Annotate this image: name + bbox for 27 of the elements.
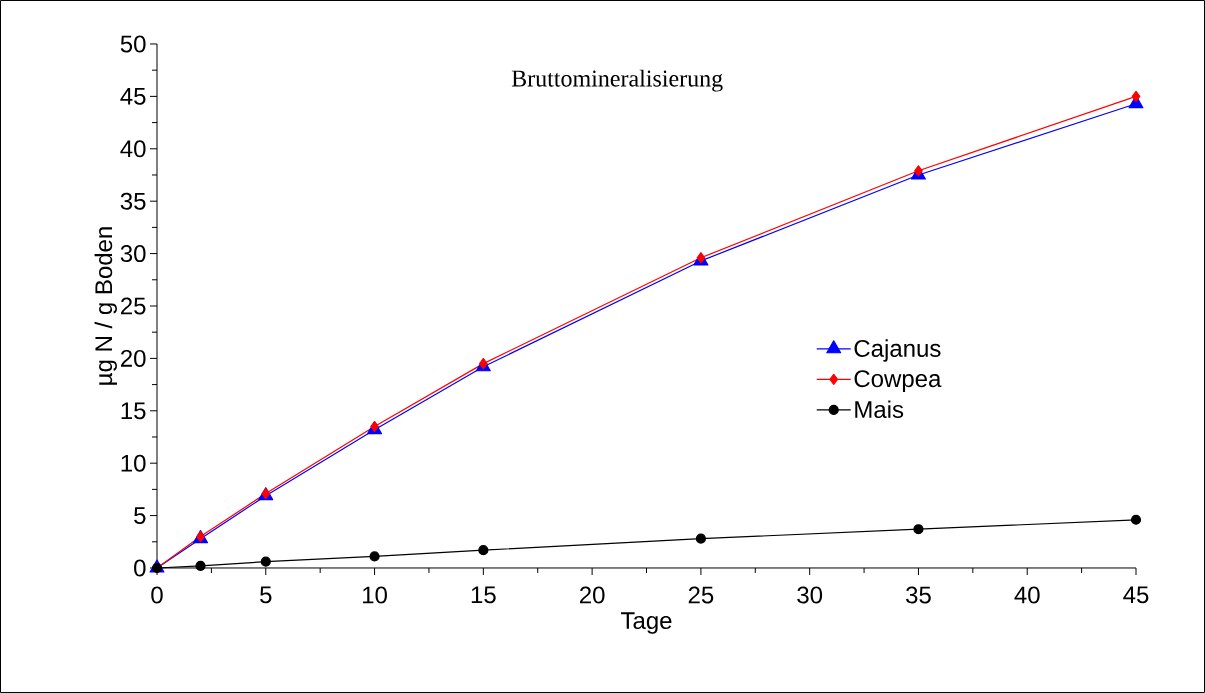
y-tick-label: 20 — [121, 349, 146, 367]
x-tick-label: 5 — [260, 586, 272, 604]
legend-label: Cajanus — [854, 339, 941, 362]
x-tick-label: 40 — [1014, 586, 1040, 604]
x-tick-label: 0 — [151, 586, 163, 604]
text: Bruttomineralisierung — [511, 69, 723, 92]
y-tick-label: 25 — [121, 297, 146, 315]
y-tick-label: 45 — [120, 88, 146, 105]
x-tick-label: 15 — [471, 586, 496, 604]
x-tick-label: 20 — [579, 586, 605, 604]
y-tick-label: 40 — [120, 140, 146, 158]
x-tick-label: 25 — [688, 586, 714, 604]
y-tick-label: 30 — [120, 245, 146, 263]
y-tick-label: 0 — [134, 559, 146, 577]
y-axis-title: µg N / g Boden — [94, 227, 117, 385]
y-tick-label: 15 — [121, 402, 146, 420]
x-tick-label: 45 — [1123, 586, 1149, 604]
y-tick-label: 10 — [121, 454, 146, 472]
x-axis-title: Tage — [621, 612, 672, 634]
x-tick-label: 30 — [797, 586, 823, 604]
y-tick-label: 50 — [120, 35, 146, 53]
y-tick-label: 35 — [120, 192, 146, 210]
x-tick-label: 35 — [906, 586, 931, 604]
legend-label: Cowpea — [854, 370, 942, 392]
y-tick-label: 5 — [134, 507, 146, 524]
x-tick-label: 10 — [363, 586, 387, 604]
legend-label: Mais — [855, 400, 904, 419]
